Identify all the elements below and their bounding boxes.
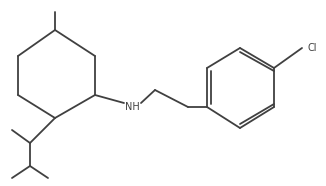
Text: NH: NH <box>125 102 140 112</box>
Text: Cl: Cl <box>308 43 318 53</box>
